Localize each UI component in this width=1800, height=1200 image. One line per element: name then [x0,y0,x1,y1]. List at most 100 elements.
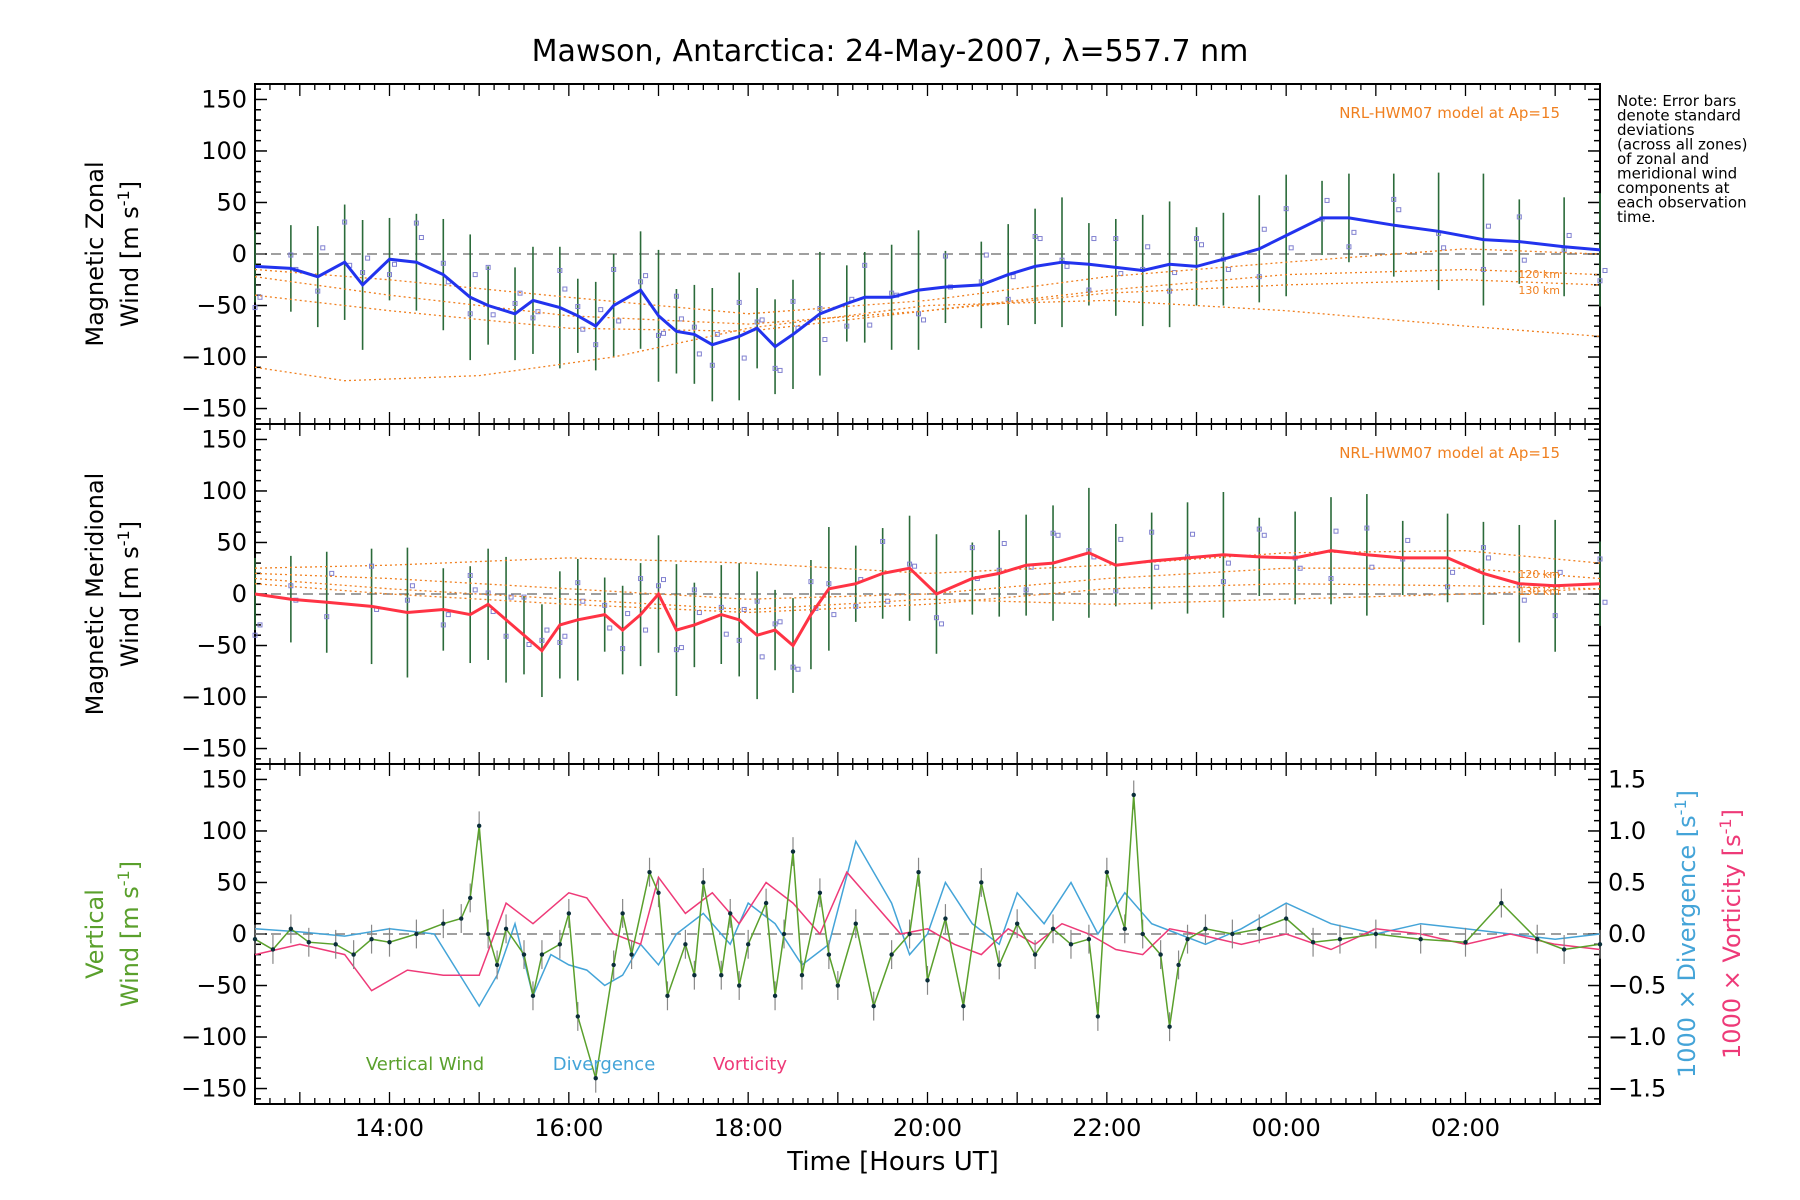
vertical-wind-point [1283,916,1289,921]
note-line: denote standard [1617,107,1741,125]
zone-sample [1037,236,1043,242]
y-tick-label: 100 [201,477,247,505]
y-tick-label: −100 [181,683,247,711]
meridional-model-130-label: 130 km [1518,585,1560,598]
vorticity-line [254,870,1601,992]
zone-sample [643,627,649,633]
zone-sample [754,319,760,325]
vertical-wind-point [907,931,912,937]
zone-sample [862,262,868,268]
zone-sample [467,311,473,317]
zone-sample [754,598,760,604]
zone-sample [257,294,263,300]
vertical-wind-point [566,911,572,916]
note-line: time. [1617,208,1656,226]
zone-sample [472,272,478,278]
zone-sample [485,264,491,270]
vertical-ylabel-unit: Wind [m s [116,886,144,1007]
zone-sample [661,577,666,583]
vertical-y-ticks: 150 100 50 0 −50 −100 −150 [181,764,1601,1104]
y-tick-label: −50 [196,292,247,320]
vertical-wind-point [799,973,805,978]
y-tick-label: 150 [201,85,247,113]
zone-sample [1118,536,1124,542]
vertical-wind-point [1131,792,1136,798]
zone-sample [1261,532,1267,538]
x-tick-label: 18:00 [714,1114,783,1142]
zone-sample [625,611,631,617]
vertical-wind-point [539,952,545,957]
y-tick-label: 50 [216,528,247,556]
vertical-wind-point [853,921,858,926]
vertical-wind-point [817,890,823,895]
zone-sample [365,255,371,261]
zone-sample [772,621,778,627]
vertical-wind-point [459,916,464,921]
zone-sample [544,627,550,633]
vertical-wind-point [826,952,832,957]
zone-sample [620,646,626,652]
zone-sample [1010,274,1016,280]
zone-sample [1557,569,1563,575]
zone-sample [575,304,581,310]
zone-sample [360,270,366,276]
x-axis-ticks: 14:00 16:00 18:00 20:00 22:00 00:00 02:00 [355,1114,1500,1142]
vertical-wind-point [719,973,724,978]
vertical-wind-point [333,942,338,947]
zone-sample [1485,223,1491,229]
vertical-wind-point [1104,869,1110,875]
zone-sample [1064,263,1070,269]
zone-sample [1050,530,1056,536]
zone-sample [611,266,617,272]
vertical-wind-panel: 150 100 50 0 −50 −100 −150 1.5 1.0 0.5 0.0 −0.5 −1.… [81,763,1746,1105]
vertical-ylabel-close: ] [116,861,144,870]
vertical-wind-point [961,1003,966,1009]
vertical-wind-point [1463,940,1468,945]
zonal-model-120-label: 120 km [1518,268,1560,281]
vertical-wind-point [1014,921,1020,926]
vertical-wind-point [485,931,491,937]
vertical-wind-point [763,900,769,906]
zone-sample [404,597,410,603]
vorticity-ylabel-text: 1000 × Vorticity [s [1718,834,1746,1059]
model-curve [254,268,1601,325]
vertical-wind-point [530,993,536,999]
zone-sample [790,298,796,304]
meridional-wind-line [254,549,1601,653]
vertical-wind-point [611,962,616,968]
zonal-ylabel-close: ] [116,181,144,190]
vertical-wind-point [781,931,787,937]
zone-sample [409,583,415,589]
zone-sample [1091,236,1097,242]
zone-sample [1480,545,1486,551]
vertical-wind-point [925,978,930,983]
zone-sample [557,639,563,645]
vertical-ylabel-line2: Wind [m s-1] [114,861,144,1007]
vertical-wind-point [387,940,392,945]
zone-sample [1552,613,1558,619]
zone-sample [598,307,604,313]
vertical-wind-point [1597,942,1603,947]
vertical-wind-point [521,952,527,957]
zone-sample [1324,197,1330,203]
meridional-ylabel-unit: Wind [m s [116,546,144,667]
meridional-wind-panel: 150 100 50 0 −50 −100 −150 Magnetic Meridional… [81,423,1608,765]
zone-sample [1167,288,1173,294]
zone-sample [440,622,446,628]
zonal-wind-line [254,216,1601,349]
zonal-wind-panel: 150 100 50 0 −50 −100 −150 Magnetic Zonal Wind… [81,83,1608,425]
y-tick-label: −100 [181,343,247,371]
zone-sample [1516,214,1522,220]
y-tick-label: −150 [181,735,247,763]
model-curve [254,248,1601,315]
vertical-wind-point [1086,936,1092,942]
vertical-wind-point [1230,931,1235,937]
x-tick-label: 00:00 [1252,1114,1321,1142]
y-tick-label: 0 [232,920,247,948]
zone-sample [1113,588,1119,594]
vertical-wind-point [656,890,661,895]
vertical-wind-point [1499,900,1504,906]
zone-sample [867,322,873,328]
zone-sample [741,355,747,361]
vertical-wind-point [575,1014,580,1019]
